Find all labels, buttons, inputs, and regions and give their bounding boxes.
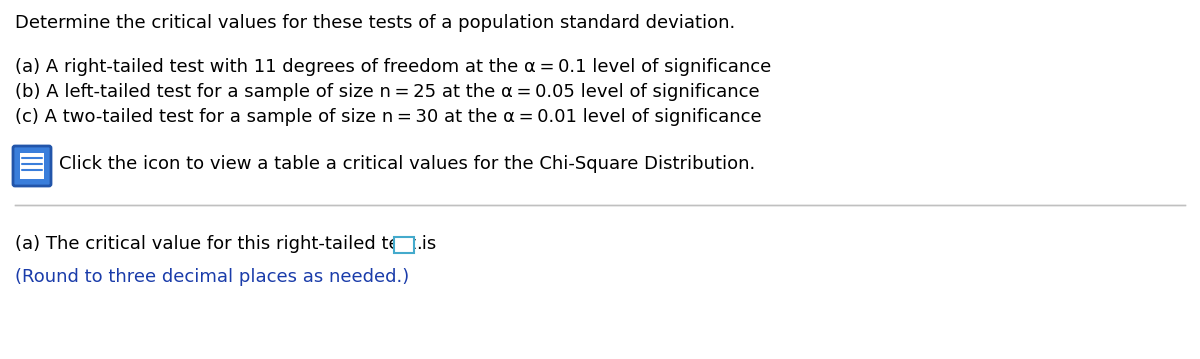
Text: (a) The critical value for this right-tailed test is: (a) The critical value for this right-ta… bbox=[14, 235, 437, 253]
Text: (Round to three decimal places as needed.): (Round to three decimal places as needed… bbox=[14, 268, 409, 286]
Text: Click the icon to view a table a critical values for the Chi-Square Distribution: Click the icon to view a table a critica… bbox=[59, 155, 755, 173]
FancyBboxPatch shape bbox=[20, 153, 44, 179]
Text: (c) A two-tailed test for a sample of size n = 30 at the α = 0.01 level of signi: (c) A two-tailed test for a sample of si… bbox=[14, 108, 762, 126]
Text: (a) A right-tailed test with 11 degrees of freedom at the α = 0.1 level of signi: (a) A right-tailed test with 11 degrees … bbox=[14, 58, 772, 76]
FancyBboxPatch shape bbox=[395, 237, 414, 253]
Text: .: . bbox=[416, 235, 422, 253]
Text: (b) A left-tailed test for a sample of size n = 25 at the α = 0.05 level of sign: (b) A left-tailed test for a sample of s… bbox=[14, 83, 760, 101]
Text: Determine the critical values for these tests of a population standard deviation: Determine the critical values for these … bbox=[14, 14, 736, 32]
FancyBboxPatch shape bbox=[13, 146, 50, 186]
